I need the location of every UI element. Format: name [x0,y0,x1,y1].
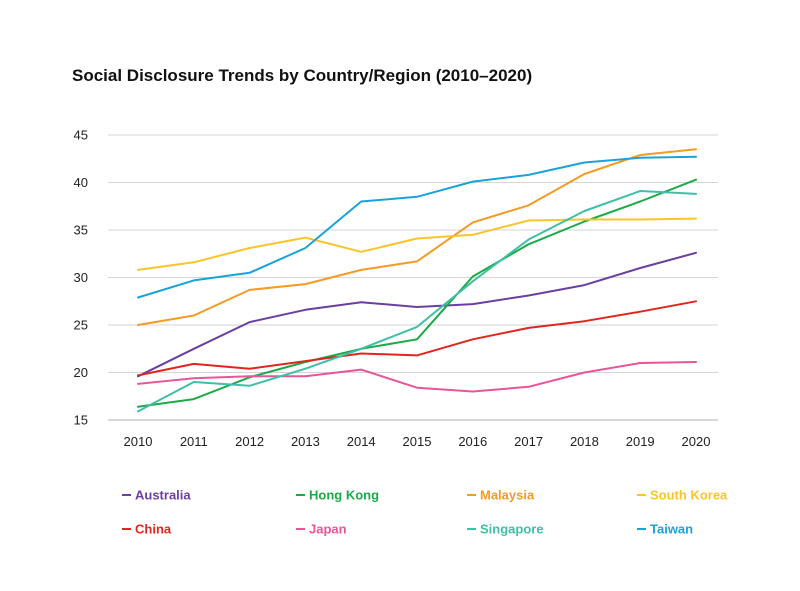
legend-label-japan: Japan [309,522,347,537]
x-axis-ticks: 2010 2011 2012 2013 2014 2015 2016 2017 2018 2019… [124,434,711,449]
legend-label-singapore: Singapore [480,522,544,537]
x-tick-label: 2014 [347,434,376,449]
legend-label-china: China [135,522,172,537]
legend-label-hong-kong: Hong Kong [309,488,379,503]
series-line-singapore [137,190,697,413]
series-line-japan [137,361,697,393]
y-axis-ticks: 15 20 25 30 35 40 45 [74,128,88,428]
x-tick-label: 2018 [570,434,599,449]
y-tick-label: 30 [74,270,88,285]
series-line-taiwan [137,155,697,299]
x-tick-label: 2012 [235,434,264,449]
x-tick-label: 2016 [458,434,487,449]
chart-title: Social Disclosure Trends by Country/Regi… [72,66,533,85]
series-line-malaysia [137,148,697,326]
legend-label-taiwan: Taiwan [650,522,693,537]
x-tick-label: 2017 [514,434,543,449]
series-lines [137,148,697,413]
x-tick-label: 2015 [403,434,432,449]
legend: Australia Hong Kong Malaysia South Korea Chi… [122,488,728,537]
y-tick-label: 40 [74,175,88,190]
series-line-australia [137,251,697,378]
y-tick-label: 35 [74,223,88,238]
gridlines [108,134,718,421]
legend-label-malaysia: Malaysia [480,488,535,503]
y-tick-label: 15 [74,413,88,428]
y-tick-label: 25 [74,318,88,333]
x-tick-label: 2010 [124,434,153,449]
x-tick-label: 2011 [180,434,208,449]
y-tick-label: 20 [74,365,88,380]
x-tick-label: 2019 [626,434,655,449]
series-line-south-korea [137,217,697,271]
y-tick-label: 45 [74,128,88,143]
legend-label-australia: Australia [135,488,191,503]
series-line-china [137,300,697,377]
legend-label-south-korea: South Korea [650,488,728,503]
x-tick-label: 2013 [291,434,320,449]
x-tick-label: 2020 [682,434,711,449]
